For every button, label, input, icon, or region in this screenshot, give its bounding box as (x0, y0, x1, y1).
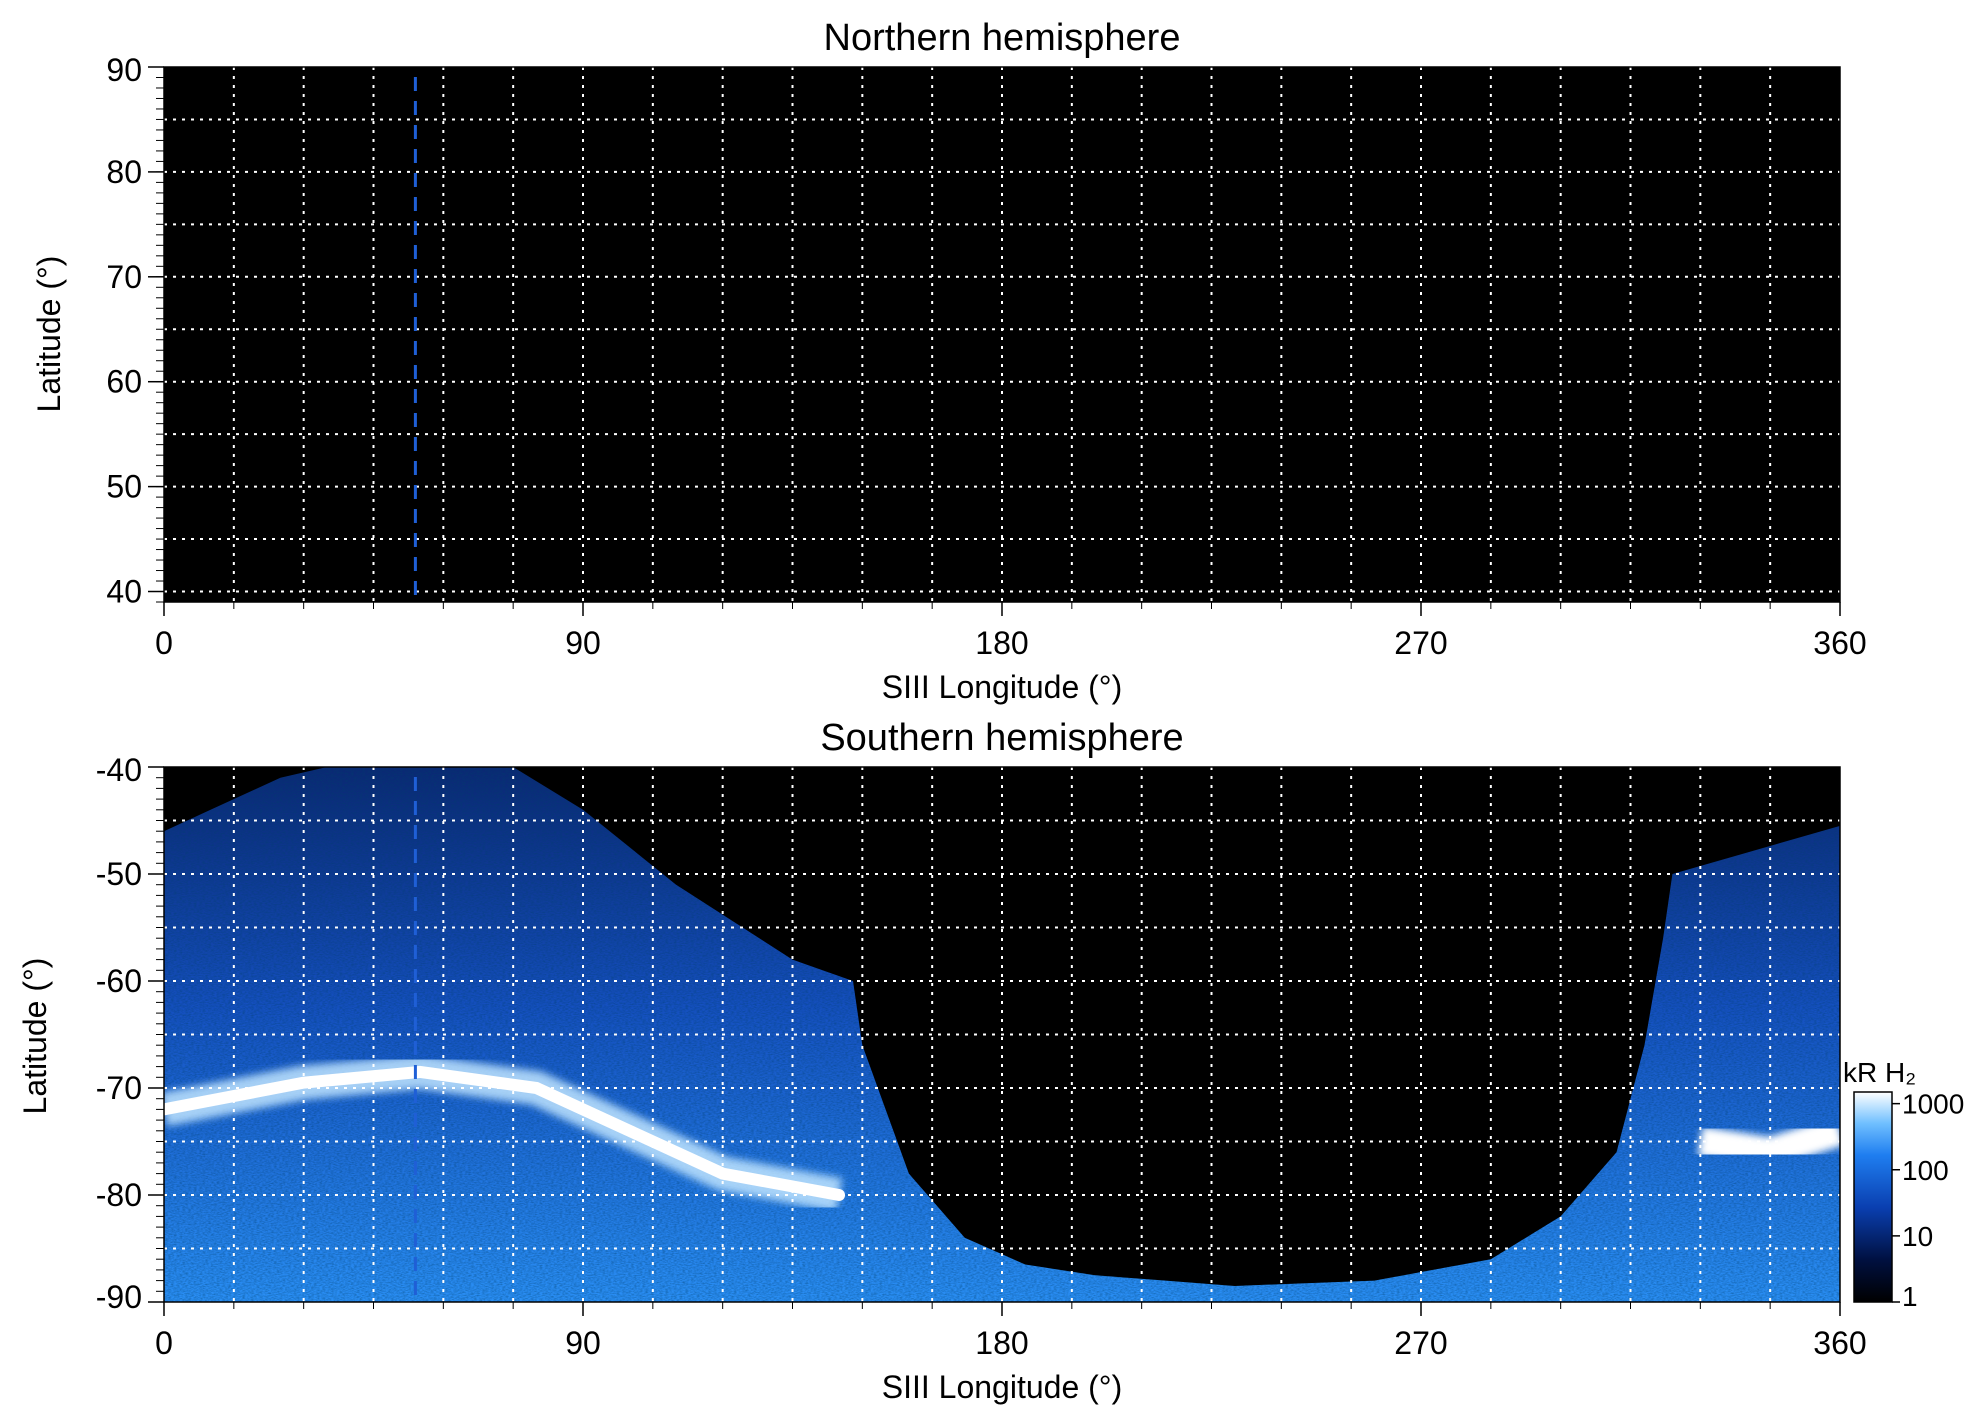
north-y-ticks: 90 80 70 60 50 40 (106, 52, 164, 610)
y-tick-label: -90 (96, 1279, 142, 1315)
south-x-ticks: 0 90 180 270 360 (155, 1302, 1867, 1361)
y-tick-label: -70 (96, 1070, 142, 1106)
north-title: Northern hemisphere (824, 17, 1181, 59)
south-y-ticks: -40 -50 -60 -70 -80 -90 (96, 752, 164, 1315)
north-x-ticks: 0 90 180 270 360 (155, 602, 1867, 661)
y-tick-label: 50 (106, 469, 142, 505)
colorbar-tick-label: 100 (1902, 1155, 1949, 1186)
x-tick-label: 0 (155, 625, 173, 661)
north-grid (164, 67, 1840, 602)
colorbar-tick-label: 1 (1902, 1281, 1918, 1312)
north-plot-area (164, 67, 1840, 602)
y-tick-label: 80 (106, 154, 142, 190)
y-tick-label: 70 (106, 259, 142, 295)
south-panel: Southern hemisphere -40 -50 -60 -70 -80 -90 0… (17, 717, 1964, 1405)
x-tick-label: 270 (1394, 1325, 1447, 1361)
y-tick-label: 60 (106, 364, 142, 400)
colorbar: kR H₂ 1000 100 10 1 (1843, 1057, 1964, 1312)
x-tick-label: 360 (1813, 1325, 1866, 1361)
north-x-axis-label: SIII Longitude (°) (882, 669, 1122, 705)
y-tick-label: -80 (96, 1177, 142, 1213)
south-title: Southern hemisphere (820, 717, 1183, 759)
y-tick-label: 40 (106, 574, 142, 610)
y-tick-label: -40 (96, 752, 142, 788)
south-x-axis-label: SIII Longitude (°) (882, 1369, 1122, 1405)
south-grid (164, 767, 1840, 1302)
x-tick-label: 180 (975, 1325, 1028, 1361)
colorbar-tick-label: 1000 (1902, 1089, 1964, 1120)
south-y-axis-label: Latitude (°) (17, 958, 53, 1115)
north-panel: Northern hemisphere 90 80 70 60 50 40 0 90 180 2… (31, 17, 1867, 705)
north-y-axis-label: Latitude (°) (31, 256, 67, 413)
colorbar-tick-label: 10 (1902, 1221, 1933, 1252)
x-tick-label: 0 (155, 1325, 173, 1361)
x-tick-label: 180 (975, 625, 1028, 661)
x-tick-label: 90 (565, 625, 601, 661)
x-tick-label: 270 (1394, 625, 1447, 661)
colorbar-gradient (1853, 1091, 1893, 1303)
y-tick-label: 90 (106, 52, 142, 88)
x-tick-label: 360 (1813, 625, 1866, 661)
y-tick-label: -60 (96, 963, 142, 999)
x-tick-label: 90 (565, 1325, 601, 1361)
colorbar-label: kR H₂ (1843, 1057, 1916, 1088)
colorbar-ticks: 1000 100 10 1 (1892, 1089, 1964, 1312)
south-main-oval-right (1698, 1116, 1840, 1168)
y-tick-label: -50 (96, 856, 142, 892)
